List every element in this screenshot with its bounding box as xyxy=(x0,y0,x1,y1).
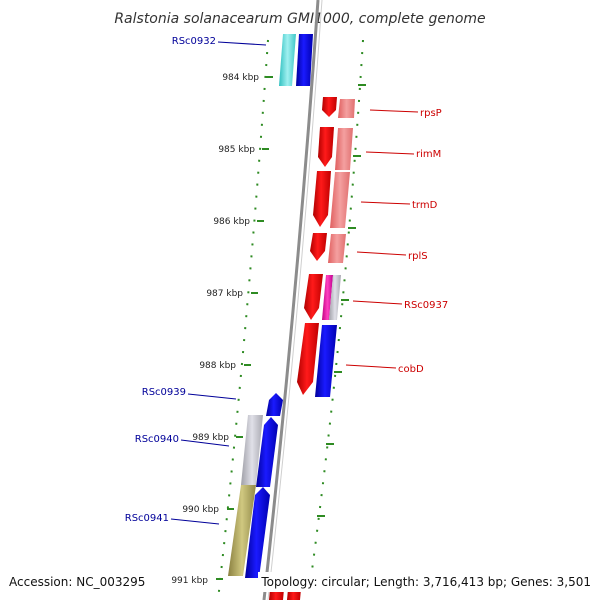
gene-rpsP[interactable] xyxy=(322,97,337,117)
gene-label-RSc0937[interactable]: RSc0937 xyxy=(404,300,448,311)
footer-background-left xyxy=(6,572,148,592)
kbp-label: 990 kbp xyxy=(182,505,219,515)
gene-label-RSc0941[interactable]: RSc0941 xyxy=(125,513,169,524)
gene-RSc0939[interactable] xyxy=(266,393,283,416)
gene-RSc0940[interactable] xyxy=(256,417,278,487)
kbp-label: 989 kbp xyxy=(192,433,229,443)
leader-rpsP xyxy=(369,109,419,113)
kbp-ticks xyxy=(216,76,366,580)
kbp-label: 985 kbp xyxy=(218,145,255,155)
gene-rplS[interactable] xyxy=(310,233,327,261)
gene-label-cobD[interactable]: cobD xyxy=(398,364,424,375)
label-leaders xyxy=(170,41,419,525)
gene-RSc0937-cog[interactable] xyxy=(322,275,333,320)
gene-label-RSc0932[interactable]: RSc0932 xyxy=(172,36,216,47)
gene-cobD[interactable] xyxy=(297,323,319,395)
leader-RSc0937 xyxy=(352,300,403,305)
gene-rplS-cog[interactable] xyxy=(328,234,346,263)
gene-labels: RSc0932 rpsP rimM trmD rplS RSc0937 cobD… xyxy=(125,36,449,524)
leader-cobD xyxy=(345,364,397,369)
gene-rimM-cog[interactable] xyxy=(335,128,353,170)
forward-strand-features xyxy=(269,97,355,600)
gene-RSc0937-cog-b[interactable] xyxy=(329,275,341,320)
gene-RSc0941[interactable] xyxy=(245,487,270,578)
gene-RSc0937[interactable] xyxy=(304,274,323,320)
gene-label-RSc0939[interactable]: RSc0939 xyxy=(142,387,186,398)
leader-RSc0939 xyxy=(187,393,237,400)
gene-RSc0940-cog[interactable] xyxy=(241,415,263,485)
gene-RSc0932[interactable] xyxy=(296,34,313,86)
gene-RSc0941-cog[interactable] xyxy=(228,485,256,576)
leader-rimM xyxy=(365,151,415,155)
gene-label-RSc0940[interactable]: RSc0940 xyxy=(135,434,179,445)
genome-backbone xyxy=(262,0,320,600)
leader-trmD xyxy=(360,201,411,205)
map-title: Ralstonia solanacearum GMI1000, complete… xyxy=(114,11,485,27)
kbp-label: 986 kbp xyxy=(213,217,250,227)
gene-trmD-cog[interactable] xyxy=(330,172,350,228)
gene-label-trmD[interactable]: trmD xyxy=(412,200,438,211)
topology-text: Topology: circular; Length: 3,716,413 bp… xyxy=(260,575,591,589)
gene-rpsP-cog[interactable] xyxy=(338,99,355,118)
genome-backbone-shadow xyxy=(267,0,323,600)
kbp-label: 984 kbp xyxy=(222,73,259,83)
leader-RSc0941 xyxy=(170,518,220,525)
kbp-labels: 984 kbp 985 kbp 986 kbp 987 kbp 988 kbp … xyxy=(171,73,259,586)
gene-RSc0932-cog[interactable] xyxy=(279,34,296,86)
gene-trmD[interactable] xyxy=(313,171,331,227)
reverse-strand-features xyxy=(228,34,313,578)
leader-RSc0940 xyxy=(180,439,230,447)
gene-cobD-cog[interactable] xyxy=(315,325,337,397)
gene-rimM[interactable] xyxy=(318,127,334,167)
kbp-label: 991 kbp xyxy=(171,576,208,586)
gene-label-rpsP[interactable]: rpsP xyxy=(420,108,442,119)
gene-label-rimM[interactable]: rimM xyxy=(416,149,441,160)
leader-rplS xyxy=(356,251,407,256)
kbp-label: 988 kbp xyxy=(199,361,236,371)
accession-text: Accession: NC_003295 xyxy=(9,575,145,589)
gene-label-rplS[interactable]: rplS xyxy=(408,251,428,262)
kbp-label: 987 kbp xyxy=(206,289,243,299)
leader-RSc0932 xyxy=(217,41,267,46)
footer-background-right xyxy=(258,572,596,592)
